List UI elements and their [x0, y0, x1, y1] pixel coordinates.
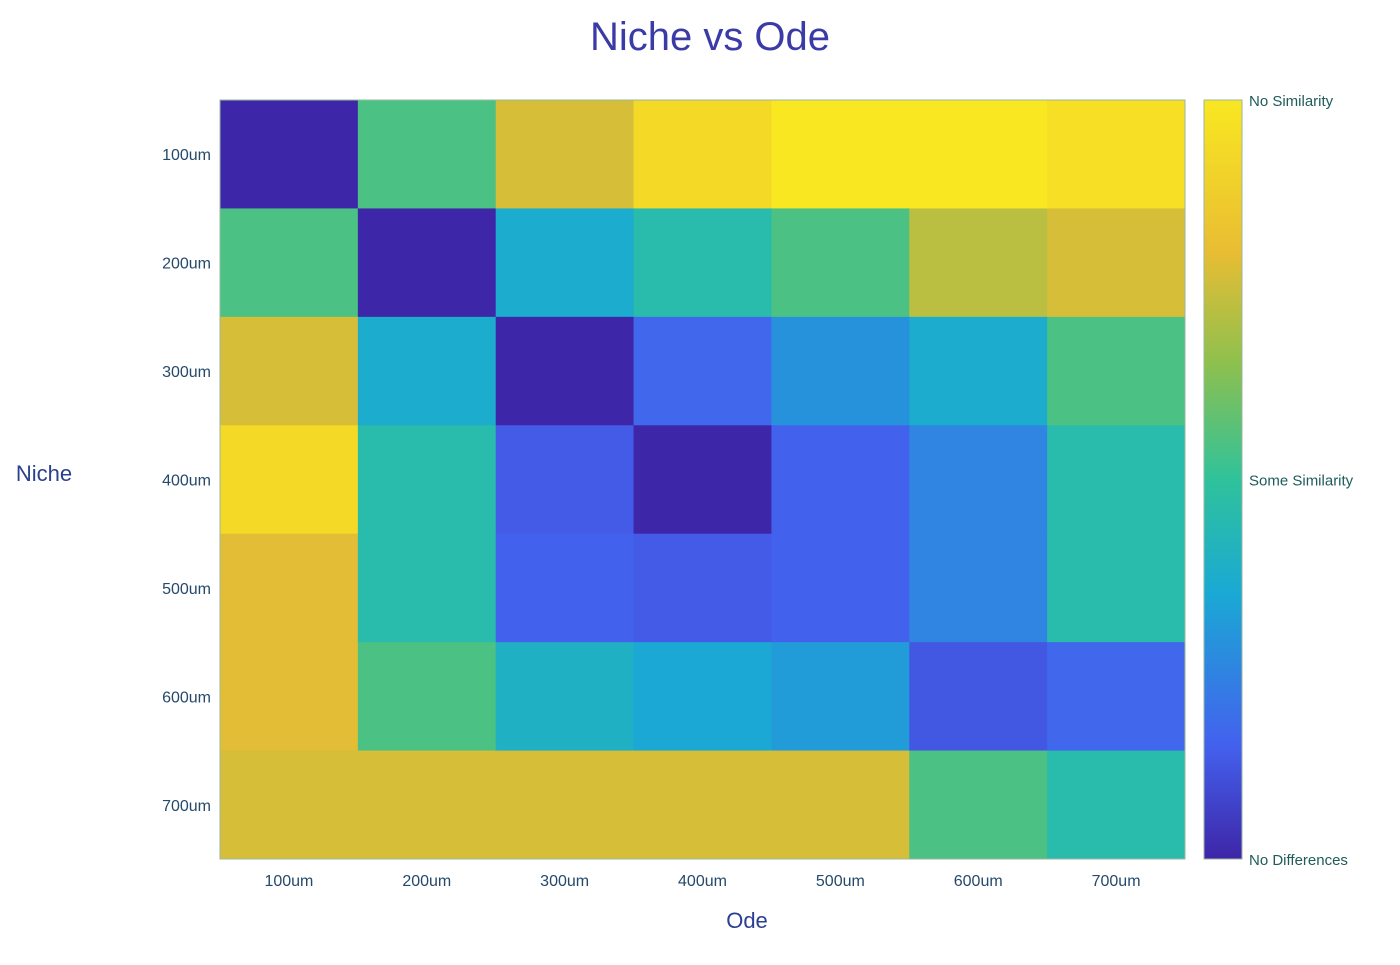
- x-tick-label: 700um: [1092, 873, 1141, 890]
- heatmap-cell-r2-c1: [220, 208, 359, 318]
- y-tick-label: 400um: [162, 473, 211, 490]
- heatmap-cell-r4-c6: [909, 425, 1048, 535]
- heatmap-cell-r7-c7: [1047, 750, 1186, 860]
- heatmap-cell-r3-c1: [220, 316, 359, 426]
- chart-title: Niche vs Ode: [590, 15, 830, 59]
- heatmap-cell-r5-c3: [495, 533, 635, 643]
- heatmap-cell-r6-c4: [633, 642, 772, 752]
- colorbar-label: No Differences: [1249, 852, 1348, 869]
- heatmap-cell-r4-c7: [1047, 425, 1186, 535]
- y-tick-label: 700um: [162, 798, 211, 815]
- heatmap-cell-r2-c3: [495, 208, 635, 318]
- heatmap-cell-r5-c6: [909, 533, 1048, 643]
- y-tick-label: 300um: [162, 364, 211, 381]
- heatmap-cell-r4-c5: [771, 425, 910, 535]
- heatmap-cell-r5-c5: [771, 533, 910, 643]
- heatmap-cell-r6-c3: [495, 642, 635, 752]
- heatmap-cell-r3-c4: [633, 316, 772, 426]
- heatmap-cell-r1-c3: [495, 100, 635, 209]
- colorbar-label: No Similarity: [1249, 93, 1334, 110]
- heatmap-cell-r6-c6: [909, 642, 1048, 752]
- heatmap-cell-r4-c2: [357, 425, 497, 535]
- heatmap-cell-r7-c6: [909, 750, 1048, 860]
- heatmap-cell-r7-c5: [771, 750, 910, 860]
- heatmap-cell-r1-c1: [220, 100, 359, 209]
- heatmap-cell-r1-c7: [1047, 100, 1186, 209]
- heatmap-cell-r5-c1: [220, 533, 359, 643]
- heatmap-cell-r7-c2: [357, 750, 497, 860]
- heatmap-cell-r4-c1: [220, 425, 359, 535]
- y-tick-label: 500um: [162, 581, 211, 598]
- y-tick-labels: 100um 200um 300um 400um 500um 600um 700um: [162, 147, 211, 815]
- colorbar-labels: No Similarity Some Similarity No Differenc…: [1249, 93, 1354, 869]
- x-tick-labels: 100um 200um 300um 400um 500um 600um 700um: [264, 873, 1140, 890]
- heatmap-cell-r2-c6: [909, 208, 1048, 318]
- heatmap-cell-r4-c3: [495, 425, 635, 535]
- y-tick-label: 100um: [162, 147, 211, 164]
- colorbar: [1203, 99, 1243, 860]
- heatmap-cell-r5-c4: [633, 533, 772, 643]
- heatmap-cell-r1-c4: [633, 100, 772, 209]
- x-tick-label: 200um: [402, 873, 451, 890]
- plot-frame: [219, 99, 1186, 860]
- heatmap-cell-r5-c2: [357, 533, 497, 643]
- x-tick-label: 400um: [678, 873, 727, 890]
- y-tick-label: 600um: [162, 689, 211, 706]
- heatmap-cell-r6-c5: [771, 642, 910, 752]
- heatmap-cell-r2-c4: [633, 208, 772, 318]
- heatmap-cell-r7-c3: [495, 750, 635, 860]
- heatmap-cell-r2-c2: [357, 208, 497, 318]
- heatmap-cell-r6-c7: [1047, 642, 1186, 752]
- heatmap-cell-r2-c7: [1047, 208, 1186, 318]
- heatmap-cell-r7-c1: [220, 750, 359, 860]
- heatmap-cell-r3-c5: [771, 316, 910, 426]
- x-tick-label: 100um: [264, 873, 313, 890]
- heatmap-cell-r3-c6: [909, 316, 1048, 426]
- y-tick-label: 200um: [162, 256, 211, 273]
- heatmap-cells: [220, 100, 1186, 860]
- heatmap-cell-r3-c3: [495, 316, 635, 426]
- heatmap-cell-r4-c4: [633, 425, 772, 535]
- x-tick-label: 300um: [540, 873, 589, 890]
- heatmap-cell-r6-c1: [220, 642, 359, 752]
- heatmap-cell-r3-c7: [1047, 316, 1186, 426]
- colorbar-label: Some Similarity: [1249, 473, 1354, 490]
- heatmap-cell-r5-c7: [1047, 533, 1186, 643]
- heatmap-cell-r3-c2: [357, 316, 497, 426]
- heatmap-cell-r2-c5: [771, 208, 910, 318]
- x-tick-label: 500um: [816, 873, 865, 890]
- heatmap-cell-r1-c6: [909, 100, 1048, 209]
- x-tick-label: 600um: [954, 873, 1003, 890]
- x-axis-label: Ode: [726, 908, 768, 933]
- heatmap-cell-r6-c2: [357, 642, 497, 752]
- heatmap-cell-r1-c5: [771, 100, 910, 209]
- y-axis-label: Niche: [16, 461, 72, 486]
- heatmap-cell-r7-c4: [633, 750, 772, 860]
- heatmap-cell-r1-c2: [357, 100, 497, 209]
